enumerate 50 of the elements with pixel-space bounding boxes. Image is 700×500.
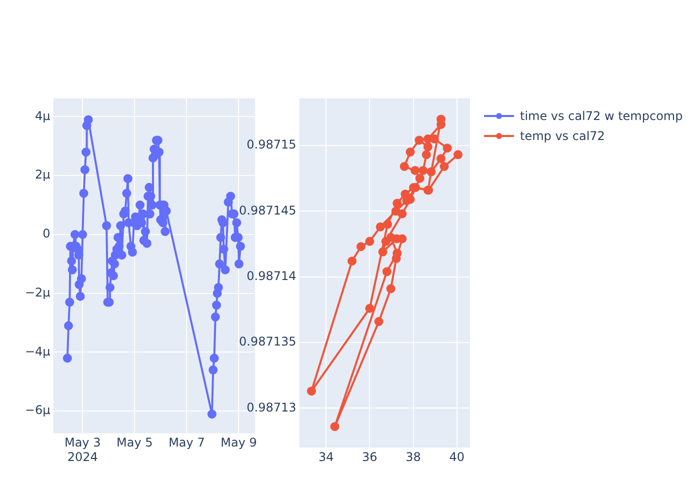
y-tick-label: 0.98714 xyxy=(246,268,296,283)
legend-label: time vs cal72 w tempcomp xyxy=(520,109,683,123)
point xyxy=(365,236,374,246)
x-tick-label: 38 xyxy=(406,450,421,464)
y-tick-label: 0 xyxy=(42,226,50,241)
point xyxy=(426,167,436,176)
point xyxy=(440,162,449,172)
point xyxy=(392,198,402,208)
point xyxy=(418,166,428,175)
point xyxy=(410,166,420,175)
y-tick-label: 0.98715 xyxy=(246,138,296,152)
y-tick-label: −6µ xyxy=(24,403,51,418)
y-tick-label: 2µ xyxy=(35,168,51,182)
point xyxy=(381,236,390,246)
point xyxy=(415,174,424,183)
point xyxy=(356,242,366,252)
y-tick-label: 0.987135 xyxy=(238,334,296,349)
point xyxy=(378,247,388,256)
point xyxy=(423,134,432,144)
point xyxy=(383,220,392,229)
point xyxy=(382,267,392,276)
point xyxy=(436,154,446,164)
y-tick-label: −2µ xyxy=(24,285,51,300)
x-tick-label: 36 xyxy=(362,450,378,464)
point xyxy=(306,386,316,396)
point xyxy=(374,317,384,326)
x-tick-label: 34 xyxy=(318,450,334,464)
point xyxy=(348,256,357,266)
point xyxy=(423,142,432,152)
point xyxy=(330,422,340,432)
x-tick-label: May 7 xyxy=(168,436,205,450)
point xyxy=(406,148,415,157)
y-tick-label: 0.987145 xyxy=(238,203,296,218)
point xyxy=(376,222,385,232)
y-tick-label: 4µ xyxy=(35,108,51,123)
point xyxy=(386,284,396,294)
legend-label: temp vs cal72 xyxy=(520,129,605,143)
point xyxy=(365,304,374,313)
x-tick-label: May 5 xyxy=(116,436,153,450)
point xyxy=(422,150,431,160)
point xyxy=(391,206,400,216)
x-tick-label: May 3 2024 xyxy=(64,436,101,464)
point xyxy=(400,162,409,172)
x-tick-label: May 9 xyxy=(220,436,257,450)
point xyxy=(414,136,424,145)
point xyxy=(454,150,463,160)
point xyxy=(442,144,452,153)
x-tick-label: 40 xyxy=(449,450,465,464)
y-tick-label: −4µ xyxy=(24,344,51,358)
y-tick-label: 0.98713 xyxy=(246,400,296,414)
